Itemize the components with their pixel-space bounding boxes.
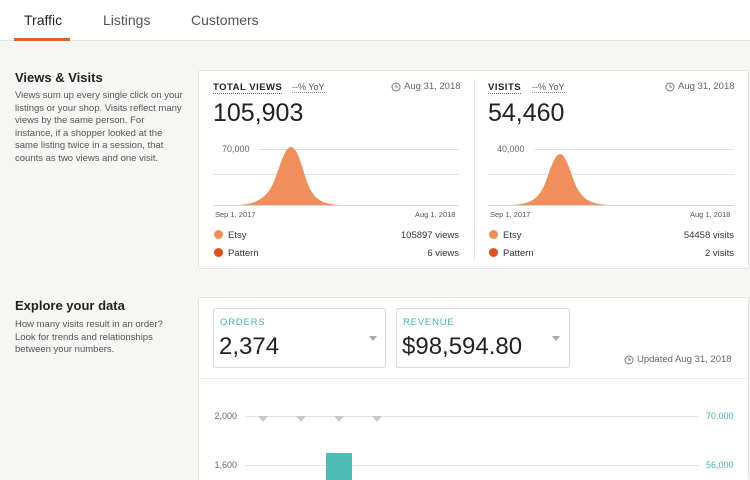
- visits-gridline: [488, 174, 734, 175]
- clock-icon: [624, 355, 634, 365]
- visits-x-end: Aug 1, 2018: [690, 210, 731, 219]
- views-gridline: [259, 149, 459, 150]
- revenue-axis-tick: 56,000: [706, 460, 734, 470]
- active-tab-indicator: [14, 38, 70, 41]
- visits-baseline: [488, 205, 734, 206]
- visits-date: Aug 31, 2018: [678, 81, 735, 92]
- visits-yoy[interactable]: --% YoY: [532, 82, 565, 93]
- views-legend-etsy: Etsy: [228, 230, 247, 241]
- views-baseline: [213, 205, 459, 206]
- views-legend-pattern-value: 6 views: [427, 248, 459, 259]
- visits-value: 54,460: [488, 99, 565, 127]
- visits-legend-etsy: Etsy: [503, 230, 522, 241]
- visits-label[interactable]: VISITS: [488, 82, 522, 94]
- visits-legend-pattern: Pattern: [503, 248, 534, 259]
- explore-updated: Updated Aug 31, 2018: [637, 354, 732, 365]
- orders-bar[interactable]: [326, 453, 352, 480]
- explore-heading: Explore your data: [15, 298, 125, 313]
- views-x-start: Sep 1, 2017: [215, 210, 256, 219]
- legend-dot-pattern: [489, 248, 498, 257]
- legend-dot-etsy: [214, 230, 223, 239]
- card-divider: [474, 79, 475, 261]
- views-visits-heading: Views & Visits: [15, 70, 103, 85]
- orders-label: ORDERS: [220, 317, 266, 328]
- views-legend-pattern: Pattern: [228, 248, 259, 259]
- views-chart: [233, 147, 343, 205]
- views-area-series: [233, 147, 343, 205]
- visits-legend-etsy-value: 54458 visits: [683, 230, 734, 241]
- explore-gridline: [245, 465, 699, 466]
- views-y-tick: 70,000: [222, 144, 250, 154]
- tab-customers[interactable]: Customers: [191, 12, 259, 28]
- chevron-down-icon[interactable]: [334, 416, 344, 422]
- views-legend-etsy-value: 105897 views: [400, 230, 459, 241]
- explore-card: ORDERS 2,374 REVENUE $98,594.80 Updated …: [198, 297, 750, 480]
- visits-y-tick: 40,000: [497, 144, 525, 154]
- views-x-end: Aug 1, 2018: [415, 210, 456, 219]
- orders-axis-tick: 2,000: [214, 411, 237, 421]
- explore-description: How many visits result in an order? Look…: [15, 319, 163, 356]
- tab-bar: Traffic Listings Customers: [0, 0, 750, 41]
- orders-axis-tick: 1,600: [214, 460, 237, 470]
- legend-dot-pattern: [214, 248, 223, 257]
- views-visits-description: Views sum up every single click on your …: [15, 90, 183, 164]
- total-views-date: Aug 31, 2018: [404, 81, 461, 92]
- explore-separator: [199, 378, 750, 379]
- chevron-down-icon: [552, 336, 560, 341]
- views-gridline: [213, 174, 459, 175]
- legend-dot-etsy: [489, 230, 498, 239]
- chevron-down-icon[interactable]: [296, 416, 306, 422]
- visits-area-series: [508, 154, 612, 205]
- total-views-label[interactable]: TOTAL VIEWS: [213, 82, 283, 94]
- revenue-value: $98,594.80: [402, 333, 523, 360]
- visits-chart: [508, 154, 612, 205]
- chevron-down-icon[interactable]: [372, 416, 382, 422]
- orders-metric-select[interactable]: ORDERS 2,374: [213, 308, 386, 368]
- chevron-down-icon: [369, 336, 377, 341]
- tab-traffic[interactable]: Traffic: [24, 12, 63, 28]
- total-views-value: 105,903: [213, 99, 304, 127]
- explore-gridline: [245, 416, 699, 417]
- chevron-down-icon[interactable]: [258, 416, 268, 422]
- visits-legend-pattern-value: 2 visits: [704, 248, 734, 259]
- tab-listings[interactable]: Listings: [103, 12, 151, 28]
- revenue-label: REVENUE: [403, 317, 455, 328]
- views-visits-card: TOTAL VIEWS --% YoY Aug 31, 2018 105,903…: [198, 70, 749, 269]
- orders-value: 2,374: [219, 333, 280, 360]
- total-views-yoy[interactable]: --% YoY: [292, 82, 325, 93]
- revenue-metric-select[interactable]: REVENUE $98,594.80: [396, 308, 570, 368]
- visits-gridline: [534, 149, 734, 150]
- revenue-axis-tick: 70,000: [706, 411, 734, 421]
- clock-icon: [391, 82, 401, 92]
- clock-icon: [665, 82, 675, 92]
- visits-x-start: Sep 1, 2017: [490, 210, 531, 219]
